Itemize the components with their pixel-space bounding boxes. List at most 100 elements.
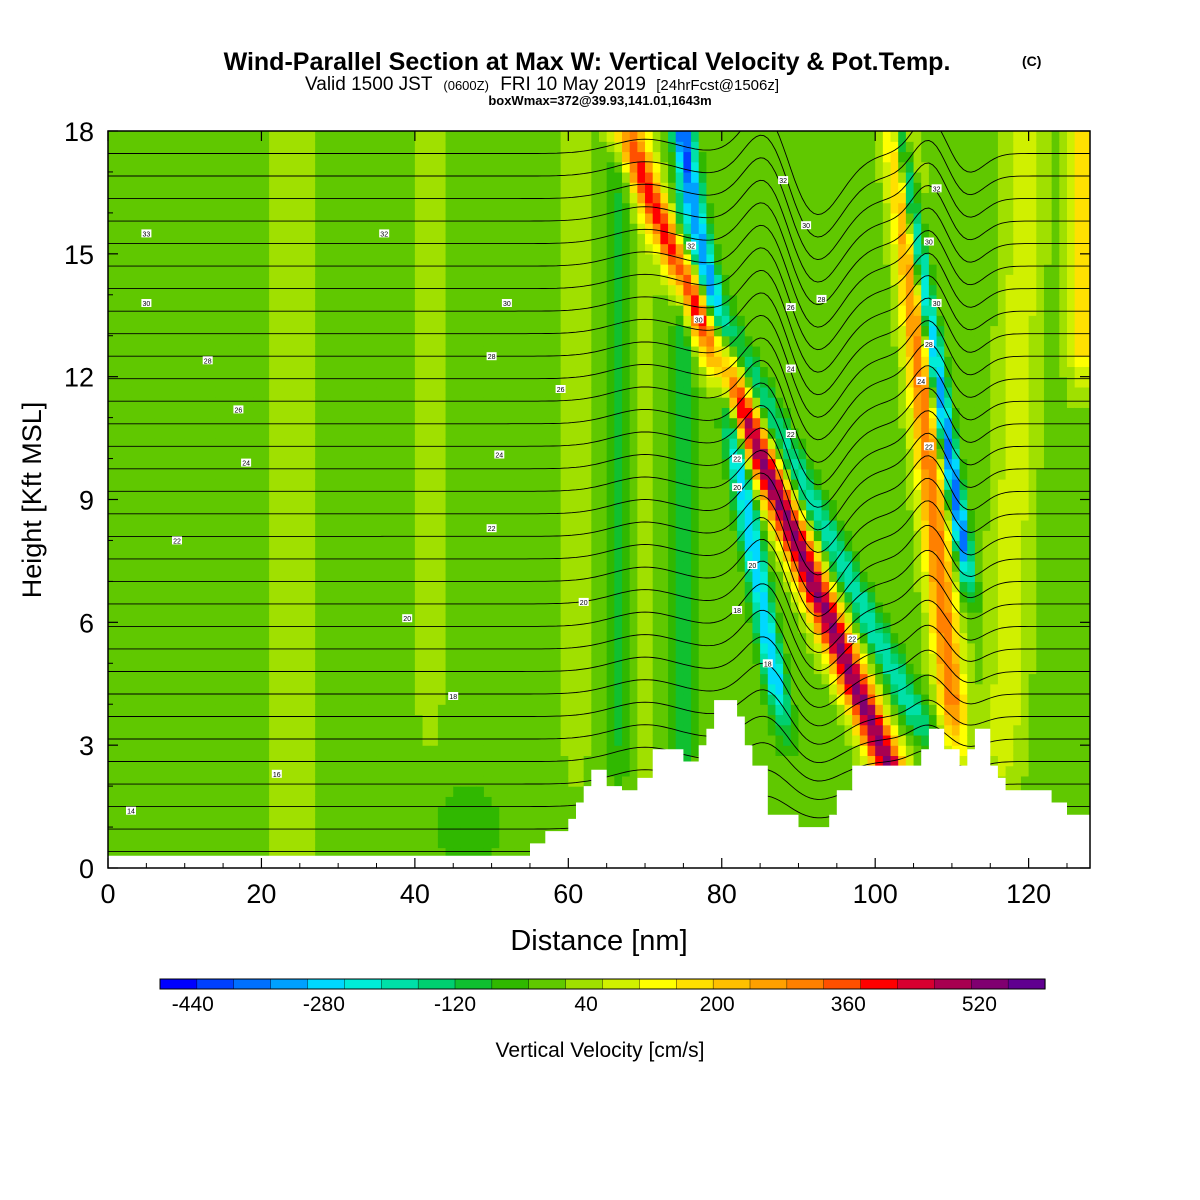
velocity-cell	[284, 366, 293, 378]
velocity-cell	[123, 550, 132, 562]
velocity-cell	[453, 765, 462, 777]
velocity-cell	[330, 724, 339, 736]
velocity-cell	[177, 663, 186, 675]
velocity-cell	[361, 417, 370, 429]
velocity-cell	[246, 550, 255, 562]
velocity-cell	[399, 407, 408, 419]
velocity-cell	[200, 376, 209, 388]
velocity-cell	[437, 530, 447, 542]
velocity-cell	[437, 509, 447, 521]
velocity-cell	[192, 315, 201, 327]
velocity-cell	[299, 550, 309, 562]
velocity-cell	[453, 294, 462, 306]
velocity-cell	[246, 560, 255, 572]
velocity-cell	[399, 448, 408, 460]
velocity-cell	[223, 131, 232, 142]
velocity-cell	[537, 786, 546, 797]
velocity-cell	[284, 775, 293, 787]
velocity-cell	[299, 499, 309, 511]
velocity-cell	[629, 386, 638, 398]
velocity-cell	[138, 468, 147, 480]
velocity-cell	[169, 417, 178, 429]
velocity-cell	[154, 663, 163, 675]
velocity-cell	[184, 182, 193, 194]
velocity-cell	[437, 438, 447, 449]
velocity-cell	[453, 714, 462, 726]
velocity-cell	[253, 325, 263, 337]
velocity-cell	[261, 212, 270, 224]
velocity-cell	[599, 386, 608, 398]
velocity-cell	[622, 397, 631, 408]
velocity-cell	[568, 274, 577, 286]
velocity-cell	[330, 202, 339, 214]
velocity-cell	[345, 151, 355, 163]
velocity-cell	[591, 622, 600, 634]
velocity-cell	[230, 182, 240, 194]
velocity-cell	[315, 653, 324, 664]
velocity-cell	[299, 212, 309, 224]
velocity-cell	[184, 693, 193, 705]
velocity-cell	[223, 233, 232, 245]
velocity-cell	[269, 540, 278, 552]
velocity-cell	[537, 264, 546, 275]
velocity-cell	[361, 786, 370, 797]
velocity-cell	[399, 325, 408, 337]
velocity-cell	[345, 407, 355, 419]
velocity-cell	[246, 837, 255, 849]
velocity-cell	[169, 151, 178, 163]
velocity-cell	[560, 683, 569, 695]
velocity-cell	[552, 489, 562, 501]
velocity-cell	[422, 796, 431, 808]
velocity-cell	[453, 499, 462, 511]
velocity-cell	[338, 223, 347, 234]
velocity-cell	[246, 765, 255, 777]
velocity-cell	[269, 642, 278, 654]
velocity-cell	[315, 171, 324, 183]
velocity-cell	[399, 540, 408, 552]
velocity-cell	[215, 448, 224, 460]
velocity-cell	[246, 325, 255, 337]
velocity-cell	[591, 366, 600, 378]
velocity-cell	[177, 284, 186, 296]
velocity-cell	[514, 223, 523, 234]
velocity-cell	[368, 468, 378, 480]
velocity-cell	[169, 796, 178, 808]
velocity-cell	[184, 366, 193, 378]
velocity-cell	[169, 530, 178, 542]
velocity-cell	[292, 212, 301, 224]
velocity-cell	[253, 397, 263, 408]
velocity-cell	[192, 192, 201, 204]
velocity-cell	[108, 315, 117, 327]
velocity-cell	[223, 202, 232, 214]
velocity-cell	[177, 223, 186, 234]
velocity-cell	[246, 581, 255, 593]
velocity-cell	[407, 704, 416, 716]
velocity-cell	[123, 141, 132, 153]
velocity-cell	[522, 714, 531, 726]
velocity-cell	[537, 182, 546, 194]
velocity-cell	[506, 202, 516, 214]
velocity-cell	[591, 560, 600, 572]
velocity-cell	[506, 837, 516, 849]
velocity-cell	[184, 305, 193, 316]
velocity-cell	[437, 458, 447, 470]
velocity-cell	[353, 305, 362, 316]
velocity-cell	[284, 601, 293, 613]
velocity-cell	[445, 376, 454, 388]
velocity-cell	[560, 274, 569, 286]
velocity-cell	[568, 294, 577, 306]
velocity-cell	[315, 284, 324, 296]
velocity-cell	[529, 479, 539, 490]
velocity-cell	[223, 438, 232, 449]
velocity-cell	[606, 161, 615, 173]
velocity-cell	[123, 131, 132, 142]
velocity-cell	[230, 683, 240, 695]
velocity-cell	[529, 233, 539, 245]
velocity-cell	[299, 765, 309, 777]
velocity-cell	[384, 673, 393, 685]
velocity-cell	[514, 182, 523, 194]
velocity-cell	[514, 397, 523, 408]
velocity-cell	[123, 438, 132, 449]
velocity-cell	[552, 335, 562, 347]
velocity-cell	[154, 438, 163, 449]
